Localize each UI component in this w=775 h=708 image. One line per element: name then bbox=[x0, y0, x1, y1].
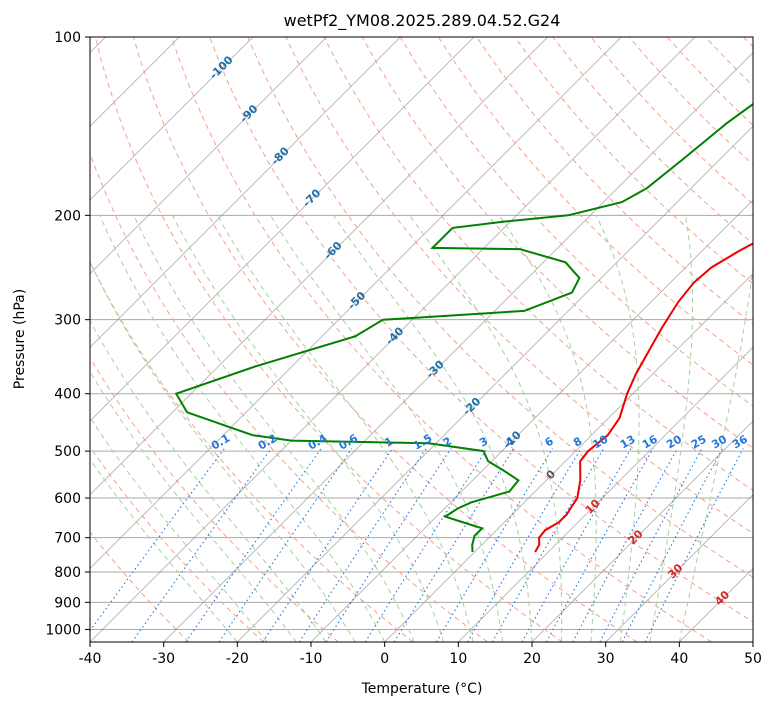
x-axis: -40 -30 -20 -10 0 10 20 30 40 50 bbox=[79, 642, 762, 667]
y-tick-label: 400 bbox=[54, 387, 81, 403]
y-tick-label: 1000 bbox=[45, 622, 81, 638]
y-tick-label: 600 bbox=[54, 491, 81, 507]
y-tick-label: 100 bbox=[54, 30, 81, 46]
dry-adiabat-line bbox=[247, 37, 753, 578]
chart-title: wetPf2_YM08.2025.289.04.52.G24 bbox=[284, 11, 561, 31]
x-tick-label: 0 bbox=[380, 651, 389, 667]
mixing-ratio-line bbox=[90, 448, 225, 632]
isotherm-line bbox=[458, 346, 753, 642]
x-tick-label: 40 bbox=[670, 651, 688, 667]
background-lines bbox=[90, 37, 753, 642]
x-tick-label: -40 bbox=[79, 651, 102, 667]
x-tick-label: -20 bbox=[226, 651, 249, 667]
mixing-ratio-line bbox=[364, 448, 488, 642]
moist-adiabat-line bbox=[90, 260, 356, 642]
mixing-ratio-line bbox=[435, 448, 553, 642]
y-axis: 1000 900 800 700 600 500 400 300 200 100 bbox=[45, 30, 90, 638]
isotherm-line bbox=[90, 37, 548, 496]
x-tick-label: -30 bbox=[152, 651, 175, 667]
moist-adiabat-line bbox=[269, 215, 503, 642]
dry-adiabat-line bbox=[90, 446, 264, 642]
moist-adiabat-line bbox=[90, 416, 268, 642]
isotherm-line bbox=[90, 37, 475, 422]
mixing-ratio-line bbox=[218, 448, 353, 642]
moist-adiabat-line bbox=[133, 215, 415, 642]
isotherm-line bbox=[90, 37, 622, 569]
dry-adiabat-line bbox=[90, 531, 190, 642]
isotherm-line bbox=[90, 37, 696, 642]
dry-adiabat-line bbox=[514, 37, 753, 285]
isotherm-line bbox=[90, 37, 401, 348]
mixing-ratio-line bbox=[521, 448, 632, 642]
moist-adiabat-line bbox=[90, 319, 327, 642]
dry-adiabat-line bbox=[361, 37, 753, 449]
moist-adiabat-line bbox=[90, 458, 238, 642]
x-tick-label: 20 bbox=[523, 651, 541, 667]
dry-adiabat-line bbox=[132, 37, 638, 642]
y-tick-label: 500 bbox=[54, 444, 81, 460]
isotherm-line bbox=[90, 37, 327, 275]
isotherm-line bbox=[605, 494, 753, 642]
isotherm-line bbox=[531, 420, 753, 642]
moist-adiabat-line bbox=[172, 215, 445, 642]
y-tick-label: 300 bbox=[54, 313, 81, 329]
dry-adiabat-line bbox=[209, 37, 753, 623]
x-tick-label: 10 bbox=[449, 651, 467, 667]
dry-adiabat-line bbox=[171, 37, 712, 642]
y-tick-label: 200 bbox=[54, 208, 81, 224]
isotherm-line bbox=[90, 37, 254, 201]
dry-adiabat-line bbox=[399, 37, 753, 407]
moist-adiabat-line bbox=[678, 264, 753, 642]
isotherm-line bbox=[163, 52, 753, 642]
moist-adiabat-line bbox=[333, 215, 533, 642]
mixing-ratio-line bbox=[644, 448, 744, 642]
dewpoint-profile-line bbox=[174, 102, 753, 553]
x-tick-label: 30 bbox=[597, 651, 615, 667]
plot-frame bbox=[89, 36, 754, 643]
y-tick-label: 700 bbox=[54, 531, 81, 547]
isotherm-line bbox=[237, 125, 753, 642]
mixing-ratio-line bbox=[262, 448, 393, 642]
moist-adiabat-line bbox=[409, 215, 563, 642]
mixing-ratio-line bbox=[298, 448, 427, 642]
moist-adiabat-line bbox=[649, 215, 693, 642]
mixing-ratio-line bbox=[325, 448, 452, 642]
dry-adiabat-line bbox=[94, 37, 563, 642]
moist-adiabat-line bbox=[216, 215, 474, 642]
profile-lines bbox=[174, 102, 753, 553]
x-tick-label: -10 bbox=[300, 651, 323, 667]
y-tick-label: 800 bbox=[54, 565, 81, 581]
x-axis-title: Temperature (°C) bbox=[361, 681, 483, 697]
moist-adiabat-line bbox=[498, 215, 597, 642]
temperature-profile-line bbox=[534, 242, 753, 553]
x-tick-label: 50 bbox=[744, 651, 762, 667]
moist-adiabat-line bbox=[90, 370, 297, 642]
mixing-ratio-line bbox=[393, 448, 515, 642]
mixing-ratio-line bbox=[621, 448, 723, 642]
y-tick-label: 900 bbox=[54, 595, 81, 611]
mixing-ratio-line bbox=[467, 448, 582, 642]
dry-adiabat-line bbox=[90, 152, 488, 642]
isotherm-line bbox=[384, 273, 753, 642]
moist-adiabat-line bbox=[595, 215, 640, 642]
y-axis-title: Pressure (hPa) bbox=[12, 289, 28, 389]
